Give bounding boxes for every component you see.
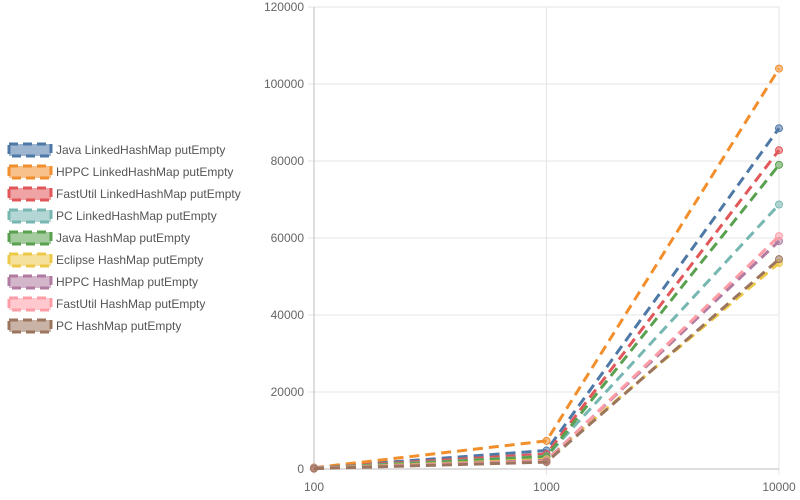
x-tick-label: 1000: [533, 480, 560, 494]
data-point[interactable]: [775, 200, 783, 209]
legend-label: HPPC HashMap putEmpty: [56, 275, 198, 289]
legend-swatch: [7, 274, 53, 290]
y-tick-label: 120000: [264, 0, 304, 14]
legend-item[interactable]: FastUtil LinkedHashMap putEmpty: [7, 186, 241, 202]
y-tick-label: 0: [297, 462, 304, 476]
legend-item[interactable]: HPPC LinkedHashMap putEmpty: [7, 164, 233, 180]
legend-item[interactable]: Eclipse HashMap putEmpty: [7, 252, 203, 268]
series-group: [310, 255, 783, 473]
legend-label: Eclipse HashMap putEmpty: [56, 253, 203, 267]
y-tick-label: 100000: [264, 77, 304, 91]
y-tick-label: 20000: [271, 385, 305, 399]
legend-item[interactable]: Java HashMap putEmpty: [7, 230, 190, 246]
legend-label: PC LinkedHashMap putEmpty: [56, 209, 217, 223]
y-tick-label: 80000: [271, 154, 305, 168]
legend-label: FastUtil LinkedHashMap putEmpty: [56, 187, 241, 201]
data-point[interactable]: [542, 458, 551, 467]
legend-label: PC HashMap putEmpty: [56, 319, 181, 333]
legend-label: HPPC LinkedHashMap putEmpty: [56, 165, 233, 179]
axes: 0 20000 40000 60000 80000 100000 120000 100 1000…: [264, 0, 796, 494]
legend-label: Java LinkedHashMap putEmpty: [56, 143, 225, 157]
data-point[interactable]: [775, 124, 783, 133]
data-point[interactable]: [542, 436, 551, 445]
data-point[interactable]: [775, 255, 783, 264]
data-point[interactable]: [775, 64, 783, 73]
series: [310, 64, 783, 473]
legend: Java LinkedHashMap putEmpty HPPC LinkedHa…: [7, 142, 241, 334]
data-point[interactable]: [775, 160, 783, 169]
y-tick-label: 60000: [271, 231, 305, 245]
grid: [308, 6, 780, 475]
legend-swatch: [7, 142, 53, 158]
legend-swatch: [7, 230, 53, 246]
legend-item[interactable]: Java LinkedHashMap putEmpty: [7, 142, 225, 158]
legend-item[interactable]: HPPC HashMap putEmpty: [7, 274, 198, 290]
data-point[interactable]: [310, 464, 318, 473]
legend-swatch: [7, 318, 53, 334]
legend-swatch: [7, 296, 53, 312]
x-tick-label: 100: [304, 480, 324, 494]
legend-item[interactable]: PC LinkedHashMap putEmpty: [7, 208, 217, 224]
data-point[interactable]: [775, 232, 783, 241]
y-tick-label: 40000: [271, 308, 305, 322]
legend-item[interactable]: FastUtil HashMap putEmpty: [7, 296, 205, 312]
legend-swatch: [7, 252, 53, 268]
legend-label: Java HashMap putEmpty: [56, 231, 190, 245]
legend-label: FastUtil HashMap putEmpty: [56, 297, 205, 311]
legend-item[interactable]: PC HashMap putEmpty: [7, 318, 181, 334]
legend-swatch: [7, 164, 53, 180]
data-point[interactable]: [775, 146, 783, 155]
legend-swatch: [7, 186, 53, 202]
legend-swatch: [7, 208, 53, 224]
x-tick-label: 10000: [762, 480, 796, 494]
